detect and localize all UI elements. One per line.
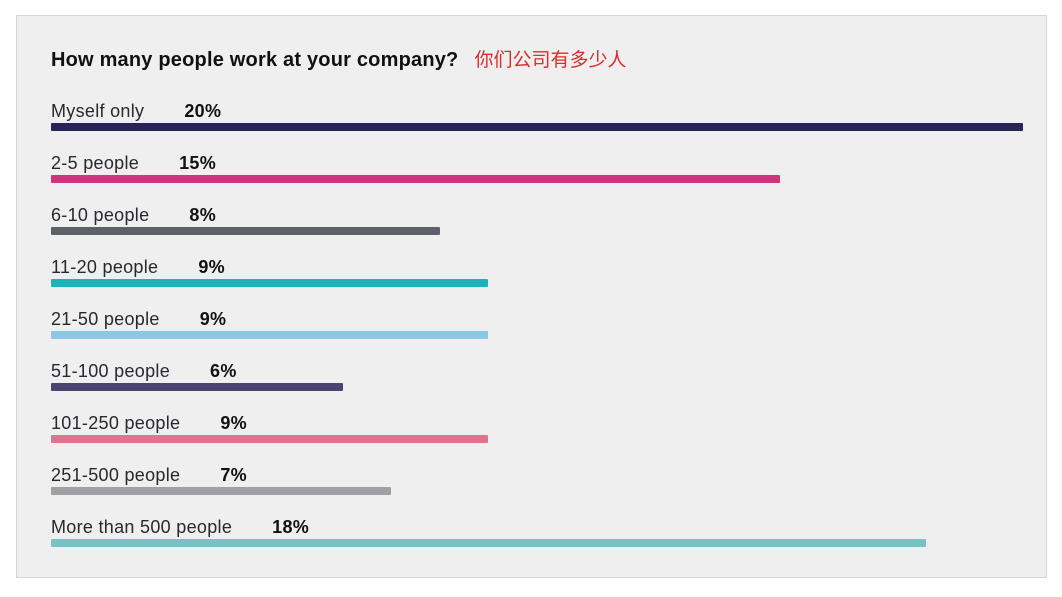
bar-21-50-people <box>51 331 489 339</box>
category-label: More than 500 people <box>51 517 233 537</box>
chart-title: How many people work at your company? <box>51 49 459 71</box>
value-label: 15% <box>179 153 217 173</box>
bar-11-20-people <box>51 279 489 287</box>
bar-101-250-people <box>51 435 489 443</box>
category-label: 21-50 people <box>51 309 160 329</box>
bar-myself-only <box>51 123 1023 131</box>
bar-6-10-people <box>51 227 440 235</box>
chart-row: 2-5 people 15% <box>51 151 1023 183</box>
chart-row: 51-100 people 6% <box>51 359 1023 391</box>
bar-51-100-people <box>51 383 343 391</box>
value-label: 8% <box>189 205 217 225</box>
chart-panel: How many people work at your company? 你们… <box>16 15 1047 578</box>
chart-row: More than 500 people 18% <box>51 515 1023 547</box>
value-label: 9% <box>198 257 225 277</box>
chart-row: 11-20 people 9% <box>51 255 1023 287</box>
chart-row: Myself only 20% <box>51 99 1023 131</box>
chart-row: 101-250 people 9% <box>51 411 1023 443</box>
bar-2-5-people <box>51 175 780 183</box>
value-label: 9% <box>220 413 247 433</box>
category-label: 11-20 people <box>51 257 159 277</box>
value-label: 7% <box>220 465 247 485</box>
value-label: 18% <box>272 517 310 537</box>
chart-title-row: How many people work at your company? 你们… <box>51 45 1023 72</box>
value-label: 20% <box>184 101 222 121</box>
category-label: Myself only <box>51 101 145 121</box>
category-label: 51-100 people <box>51 361 171 381</box>
bar-more-than-500-people <box>51 539 926 547</box>
value-label: 9% <box>199 309 227 329</box>
category-label: 6-10 people <box>51 205 150 225</box>
category-label: 2-5 people <box>51 153 140 173</box>
category-label: 251-500 people <box>51 465 181 485</box>
value-label: 6% <box>210 361 237 381</box>
chart-title-translation: 你们公司有多少人 <box>474 50 627 71</box>
chart-row: 6-10 people 8% <box>51 203 1023 235</box>
bar-251-500-people <box>51 487 392 495</box>
chart-row: 251-500 people 7% <box>51 463 1023 495</box>
chart-row: 21-50 people 9% <box>51 307 1023 339</box>
category-label: 101-250 people <box>51 413 181 433</box>
